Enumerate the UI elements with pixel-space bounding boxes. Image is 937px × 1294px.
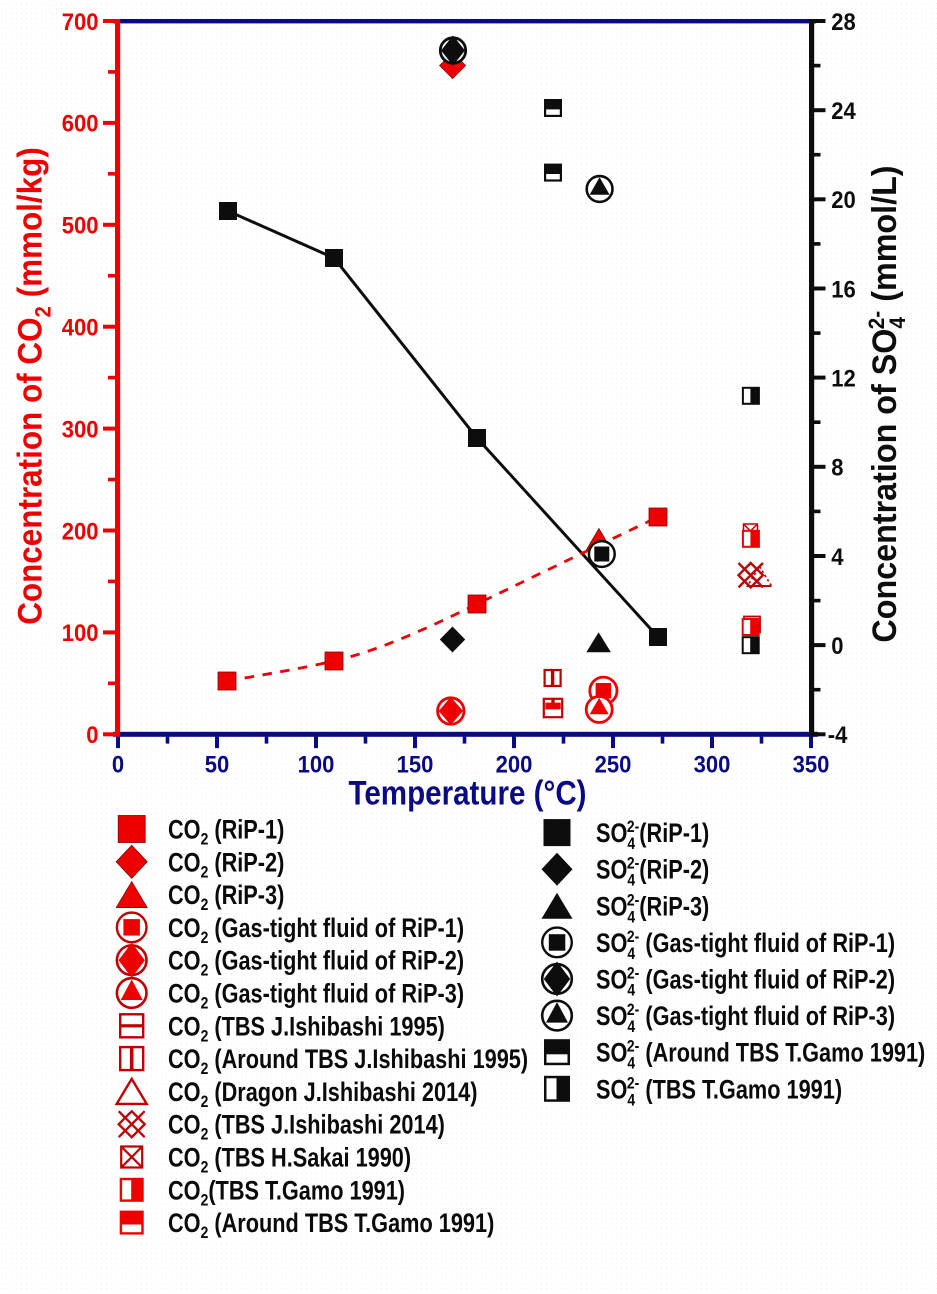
svg-text:200: 200 [62,517,99,544]
svg-text:SO42- (Around TBS T.Gamo 1991): SO42- (Around TBS T.Gamo 1991) [596,1037,925,1073]
svg-text:CO2 (Gas-tight fluid of RiP-1): CO2 (Gas-tight fluid of RiP-1) [168,914,464,947]
svg-text:28: 28 [831,8,856,35]
svg-text:CO2(TBS T.Gamo 1991): CO2(TBS T.Gamo 1991) [168,1176,405,1209]
svg-text:12: 12 [831,364,856,391]
svg-text:4: 4 [831,543,843,570]
svg-text:20: 20 [831,186,856,213]
svg-text:Concentration of CO2 (mmol/kg): Concentration of CO2 (mmol/kg) [11,147,56,625]
svg-text:8: 8 [831,454,843,481]
svg-text:50: 50 [205,751,230,778]
svg-text:0: 0 [831,632,843,659]
svg-text:CO2 (Gas-tight fluid of RiP-2): CO2 (Gas-tight fluid of RiP-2) [168,947,464,980]
svg-text:100: 100 [298,751,335,778]
svg-text:CO2 (Gas-tight fluid of RiP-3): CO2 (Gas-tight fluid of RiP-3) [168,980,464,1013]
svg-text:500: 500 [62,212,99,239]
svg-text:Concentration of SO42- (mmol/L: Concentration of SO42- (mmol/L) [865,165,911,642]
svg-text:400: 400 [62,313,99,340]
svg-text:SO42- (Gas-tight fluid of RiP-: SO42- (Gas-tight fluid of RiP-3) [596,1001,895,1037]
svg-text:16: 16 [831,275,856,302]
svg-text:CO2 (Around TBS J.Ishibashi 19: CO2 (Around TBS J.Ishibashi 1995) [168,1045,528,1078]
svg-text:200: 200 [496,751,533,778]
svg-text:CO2 (RiP-3): CO2 (RiP-3) [168,881,284,914]
svg-text:350: 350 [793,751,830,778]
svg-text:600: 600 [62,110,99,137]
svg-text:700: 700 [62,8,99,35]
svg-text:SO42-(RiP-3): SO42-(RiP-3) [596,891,709,927]
svg-text:0: 0 [86,721,98,748]
svg-text:CO2 (TBS H.Sakai 1990): CO2 (TBS H.Sakai 1990) [168,1144,411,1177]
svg-text:CO2 (RiP-2): CO2 (RiP-2) [168,848,284,881]
svg-text:CO2 (RiP-1): CO2 (RiP-1) [168,816,284,849]
svg-text:SO42- (Gas-tight fluid of RiP-: SO42- (Gas-tight fluid of RiP-2) [596,964,895,1000]
svg-text:SO42- (TBS T.Gamo 1991): SO42- (TBS T.Gamo 1991) [596,1074,842,1110]
svg-text:SO42-(RiP-1): SO42-(RiP-1) [596,818,709,854]
svg-text:Temperature (°C): Temperature (°C) [348,773,586,811]
svg-text:CO2 (Around TBS T.Gamo 1991): CO2 (Around TBS T.Gamo 1991) [168,1209,494,1242]
svg-text:SO42-(RiP-2): SO42-(RiP-2) [596,854,709,890]
svg-text:0: 0 [112,751,124,778]
svg-text:CO2 (TBS J.Ishibashi 2014): CO2 (TBS J.Ishibashi 2014) [168,1111,445,1144]
svg-text:CO2 (Dragon J.Ishibashi 2014): CO2 (Dragon J.Ishibashi 2014) [168,1078,477,1111]
svg-text:24: 24 [831,97,856,124]
svg-text:SO42- (Gas-tight fluid of RiP-: SO42- (Gas-tight fluid of RiP-1) [596,928,895,964]
svg-text:300: 300 [694,751,731,778]
svg-text:100: 100 [62,619,99,646]
svg-text:150: 150 [397,751,434,778]
svg-text:-4: -4 [828,721,848,748]
svg-text:250: 250 [595,751,632,778]
svg-text:300: 300 [62,415,99,442]
svg-text:CO2 (TBS J.Ishibashi 1995): CO2 (TBS J.Ishibashi 1995) [168,1012,445,1045]
